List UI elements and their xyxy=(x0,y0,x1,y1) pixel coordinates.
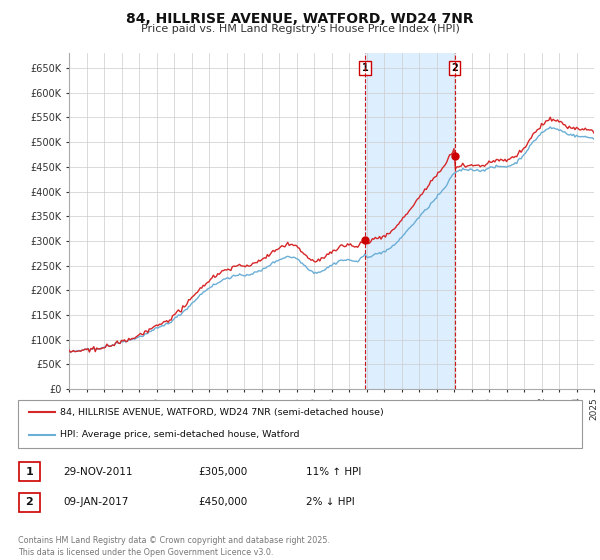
Text: 1: 1 xyxy=(26,466,33,477)
Text: 2: 2 xyxy=(451,63,458,73)
FancyBboxPatch shape xyxy=(18,400,582,448)
Text: 29-NOV-2011: 29-NOV-2011 xyxy=(63,466,133,477)
Text: 09-JAN-2017: 09-JAN-2017 xyxy=(63,497,128,507)
Text: 84, HILLRISE AVENUE, WATFORD, WD24 7NR (semi-detached house): 84, HILLRISE AVENUE, WATFORD, WD24 7NR (… xyxy=(60,408,384,417)
Text: £450,000: £450,000 xyxy=(198,497,247,507)
FancyBboxPatch shape xyxy=(19,493,40,512)
Text: 2% ↓ HPI: 2% ↓ HPI xyxy=(306,497,355,507)
Text: 2: 2 xyxy=(26,497,33,507)
Text: 84, HILLRISE AVENUE, WATFORD, WD24 7NR: 84, HILLRISE AVENUE, WATFORD, WD24 7NR xyxy=(126,12,474,26)
FancyBboxPatch shape xyxy=(19,462,40,481)
Text: HPI: Average price, semi-detached house, Watford: HPI: Average price, semi-detached house,… xyxy=(60,430,300,439)
Text: 1: 1 xyxy=(362,63,368,73)
Bar xyxy=(365,53,455,389)
Text: £305,000: £305,000 xyxy=(198,466,247,477)
Text: Contains HM Land Registry data © Crown copyright and database right 2025.
This d: Contains HM Land Registry data © Crown c… xyxy=(18,536,330,557)
Text: Price paid vs. HM Land Registry's House Price Index (HPI): Price paid vs. HM Land Registry's House … xyxy=(140,24,460,34)
Text: 11% ↑ HPI: 11% ↑ HPI xyxy=(306,466,361,477)
